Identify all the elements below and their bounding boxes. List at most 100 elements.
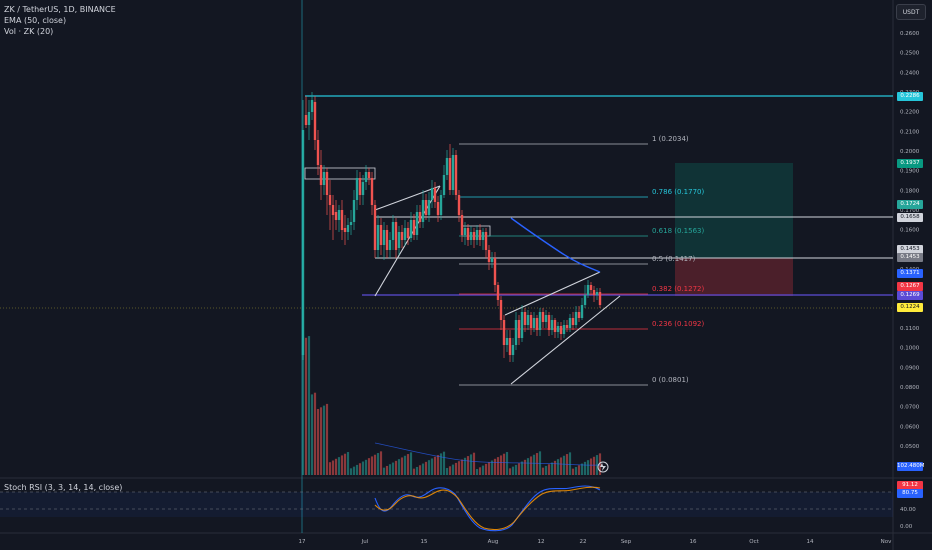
candle[interactable] (463, 222, 467, 245)
candle[interactable] (568, 314, 572, 332)
candle[interactable] (520, 305, 524, 342)
candle[interactable] (538, 308, 542, 336)
candle[interactable] (457, 190, 461, 222)
price-range-box[interactable] (304, 167, 376, 180)
candle[interactable] (517, 315, 521, 345)
candle[interactable] (475, 225, 479, 245)
candle[interactable] (379, 218, 383, 255)
candle[interactable] (385, 225, 389, 258)
candle[interactable] (580, 298, 584, 320)
candle[interactable] (586, 280, 590, 298)
volume-legend[interactable]: Vol · ZK (20) (4, 27, 54, 36)
candle[interactable] (574, 306, 578, 328)
candle[interactable] (367, 168, 371, 185)
candle[interactable] (334, 200, 338, 230)
ema-line[interactable] (510, 217, 601, 273)
candle[interactable] (478, 224, 482, 246)
candle[interactable] (355, 170, 359, 210)
candle[interactable] (595, 288, 599, 300)
candle[interactable] (343, 215, 347, 245)
candle[interactable] (328, 180, 332, 230)
candle[interactable] (316, 130, 320, 175)
candle[interactable] (481, 228, 485, 250)
candle[interactable] (559, 322, 563, 340)
candle[interactable] (412, 214, 416, 240)
candle[interactable] (346, 218, 350, 240)
candle[interactable] (352, 190, 356, 230)
candle[interactable] (322, 165, 326, 195)
candle[interactable] (502, 315, 506, 358)
stoch-rsi-legend[interactable]: Stoch RSI (3, 3, 14, 14, close) (4, 483, 123, 492)
candle[interactable] (553, 318, 557, 338)
candle[interactable] (310, 92, 314, 120)
candle[interactable] (415, 205, 419, 240)
candle[interactable] (466, 224, 470, 246)
candle[interactable] (583, 285, 587, 308)
candle[interactable] (556, 322, 560, 338)
candle[interactable] (532, 312, 536, 332)
candle[interactable] (496, 282, 500, 306)
candle[interactable] (370, 172, 374, 215)
candle[interactable] (331, 195, 335, 240)
candle[interactable] (460, 210, 464, 242)
candle[interactable] (511, 338, 515, 362)
candle[interactable] (361, 175, 365, 205)
candle[interactable] (592, 286, 596, 302)
candle[interactable] (442, 165, 446, 198)
candle[interactable] (418, 205, 422, 228)
candle[interactable] (454, 150, 458, 200)
candle[interactable] (523, 308, 527, 332)
candle[interactable] (589, 282, 593, 295)
candle[interactable] (541, 308, 545, 328)
candle[interactable] (535, 315, 539, 336)
candle[interactable] (406, 222, 410, 245)
candle[interactable] (364, 165, 368, 190)
candle[interactable] (448, 144, 452, 195)
candle[interactable] (499, 296, 503, 330)
candle[interactable] (529, 312, 533, 335)
candle[interactable] (409, 212, 413, 242)
candle[interactable] (340, 200, 344, 240)
candle[interactable] (562, 320, 566, 338)
candle[interactable] (373, 200, 377, 258)
candle[interactable] (577, 306, 581, 322)
candle[interactable] (490, 252, 494, 268)
candle[interactable] (307, 100, 311, 140)
candle[interactable] (505, 330, 509, 352)
candle[interactable] (526, 310, 530, 330)
candle[interactable] (391, 215, 395, 250)
candle[interactable] (403, 220, 407, 246)
candle[interactable] (445, 150, 449, 180)
stoch-rsi-d-line[interactable] (374, 486, 601, 531)
candle[interactable] (439, 190, 443, 220)
candlesticks[interactable] (301, 92, 602, 362)
candle[interactable] (325, 168, 329, 215)
candle[interactable] (547, 312, 551, 336)
candle[interactable] (424, 194, 428, 220)
candle[interactable] (550, 315, 554, 335)
stoch-rsi-k-line[interactable] (374, 485, 601, 532)
candle[interactable] (313, 96, 317, 150)
fibonacci-retracement[interactable]: 1 (0.2034) 0.786 (0.1770) 0.618 (0.1563) 0.… (459, 135, 704, 386)
time-axis[interactable]: 17 Jul 15 Aug 12 22 Sep 16 Oct 14 Nov (299, 539, 893, 545)
candle[interactable] (397, 226, 401, 255)
candle[interactable] (382, 222, 386, 260)
candle[interactable] (484, 228, 488, 258)
candle[interactable] (493, 252, 497, 292)
candle[interactable] (400, 225, 404, 248)
candle[interactable] (487, 245, 491, 270)
candle[interactable] (469, 226, 473, 245)
candle[interactable] (508, 330, 512, 362)
candle[interactable] (472, 228, 476, 248)
candle[interactable] (433, 182, 437, 208)
candle[interactable] (421, 190, 425, 228)
currency-button[interactable]: USDT (896, 4, 926, 20)
candle[interactable] (304, 96, 308, 128)
candle[interactable] (388, 232, 392, 258)
candle[interactable] (319, 150, 323, 200)
candle[interactable] (430, 180, 434, 208)
symbol-legend[interactable]: ZK / TetherUS, 1D, BINANCE (4, 5, 116, 14)
candle[interactable] (565, 320, 569, 332)
candle[interactable] (544, 310, 548, 328)
